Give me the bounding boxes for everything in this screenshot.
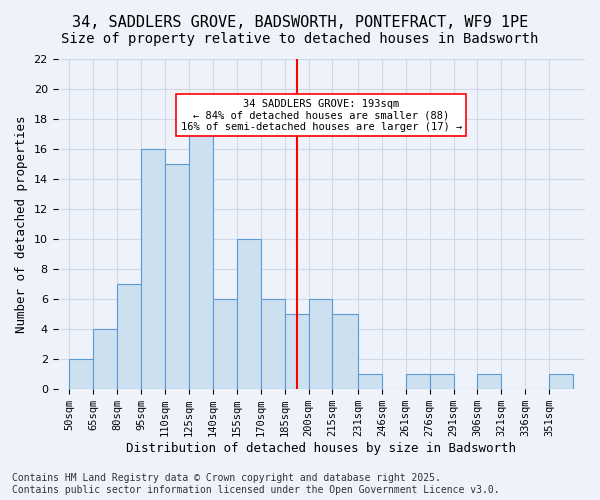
Bar — [189, 119, 213, 389]
Bar — [94, 329, 117, 389]
Bar — [261, 299, 284, 389]
Text: 34 SADDLERS GROVE: 193sqm
← 84% of detached houses are smaller (88)
16% of semi-: 34 SADDLERS GROVE: 193sqm ← 84% of detac… — [181, 98, 462, 132]
Bar — [70, 359, 94, 389]
Bar — [358, 374, 382, 389]
Text: 34, SADDLERS GROVE, BADSWORTH, PONTEFRACT, WF9 1PE: 34, SADDLERS GROVE, BADSWORTH, PONTEFRAC… — [72, 15, 528, 30]
Bar — [430, 374, 454, 389]
Y-axis label: Number of detached properties: Number of detached properties — [15, 116, 28, 333]
Bar — [284, 314, 308, 389]
Bar — [117, 284, 141, 389]
X-axis label: Distribution of detached houses by size in Badsworth: Distribution of detached houses by size … — [126, 442, 516, 455]
Bar — [141, 149, 165, 389]
Bar — [237, 239, 261, 389]
Bar — [213, 299, 237, 389]
Text: Size of property relative to detached houses in Badsworth: Size of property relative to detached ho… — [61, 32, 539, 46]
Bar — [308, 299, 332, 389]
Text: Contains HM Land Registry data © Crown copyright and database right 2025.
Contai: Contains HM Land Registry data © Crown c… — [12, 474, 500, 495]
Bar — [165, 164, 189, 389]
Bar — [549, 374, 573, 389]
Bar — [332, 314, 358, 389]
Bar — [406, 374, 430, 389]
Bar — [478, 374, 502, 389]
